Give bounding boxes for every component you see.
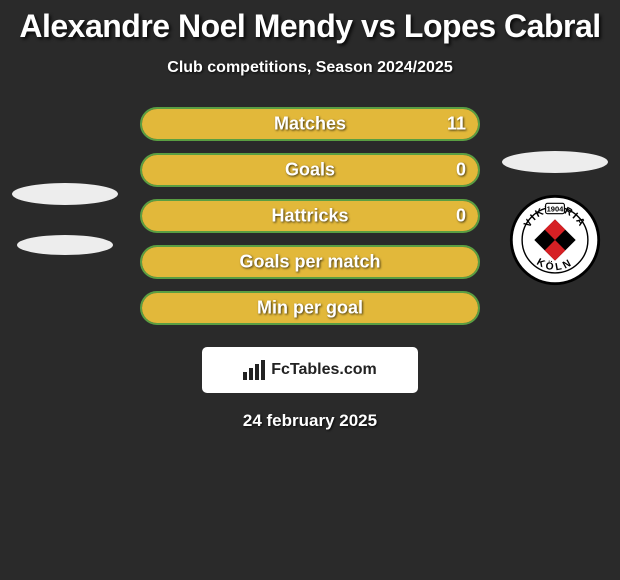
left-player-col — [0, 177, 130, 255]
stat-bar: Hattricks 0 — [140, 199, 480, 233]
stat-bar: Matches 11 — [140, 107, 480, 141]
club-badge-icon: VIKTORIA KÖLN 1904 — [508, 193, 602, 287]
bar-label: Matches — [274, 114, 346, 135]
banner-text: FcTables.com — [271, 361, 377, 379]
infographic-root: Alexandre Noel Mendy vs Lopes Cabral Clu… — [0, 0, 620, 431]
comparison-row: Matches 11 Goals 0 Hattricks 0 Goals per match… — [0, 107, 620, 325]
right-player-col: VIKTORIA KÖLN 1904 — [490, 145, 620, 287]
stat-bar: Min per goal — [140, 291, 480, 325]
bar-label: Min per goal — [257, 298, 363, 319]
subtitle: Club competitions, Season 2024/2025 — [0, 59, 620, 77]
bar-label: Goals — [285, 160, 335, 181]
stat-bar: Goals per match — [140, 245, 480, 279]
bar-right-value: 11 — [447, 114, 466, 135]
stat-bar: Goals 0 — [140, 153, 480, 187]
bar-right-value: 0 — [456, 206, 466, 227]
date-text: 24 february 2025 — [0, 411, 620, 431]
page-title: Alexandre Noel Mendy vs Lopes Cabral — [0, 8, 620, 45]
left-placeholder-2 — [17, 235, 113, 255]
source-banner: FcTables.com — [202, 347, 418, 393]
bar-right-value: 0 — [456, 160, 466, 181]
left-placeholder-1 — [12, 183, 118, 205]
bar-label: Hattricks — [271, 206, 348, 227]
badge-year: 1904 — [547, 204, 565, 213]
stat-bars: Matches 11 Goals 0 Hattricks 0 Goals per match… — [130, 107, 490, 325]
bar-label: Goals per match — [239, 252, 380, 273]
right-placeholder-1 — [502, 151, 608, 173]
chart-icon — [243, 360, 265, 380]
